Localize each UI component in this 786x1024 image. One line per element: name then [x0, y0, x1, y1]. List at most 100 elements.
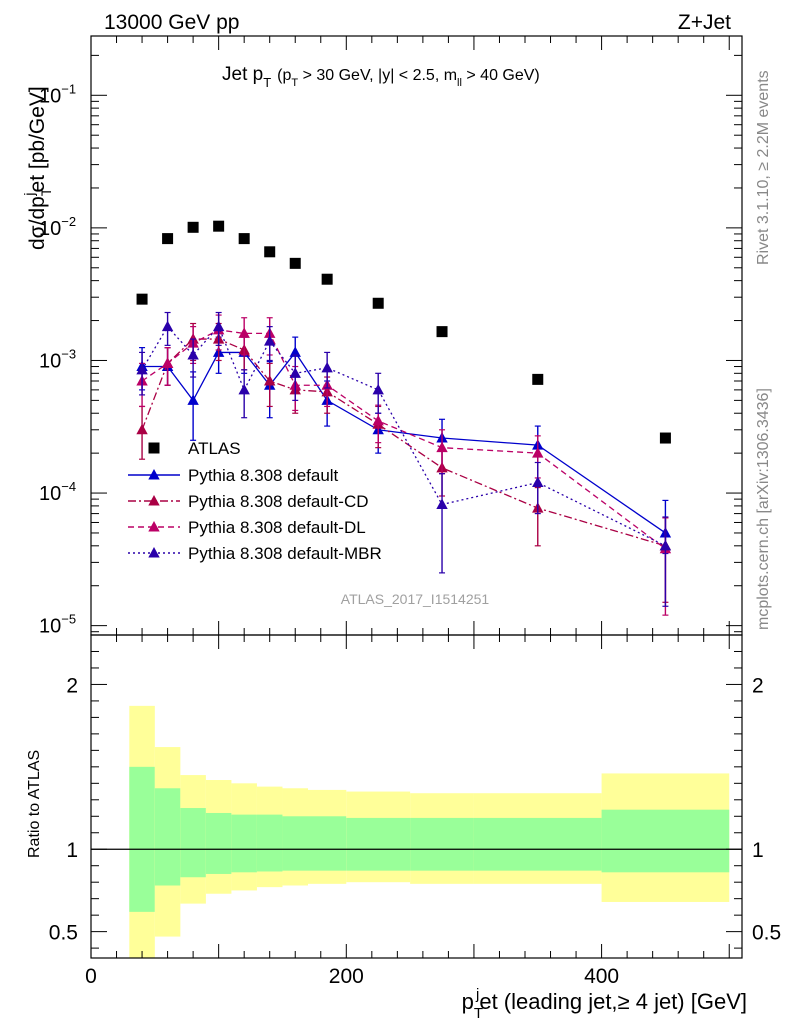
- title-cut1: > 30 GeV, |y| < 2.5, m: [298, 67, 457, 84]
- series-point: [136, 363, 148, 375]
- y-tick-base: 10: [39, 350, 61, 372]
- series-point: [289, 367, 301, 378]
- atlas-point: [659, 432, 671, 444]
- header-left: 13000 GeV pp: [104, 11, 239, 34]
- ratio-band-green: [256, 814, 283, 872]
- ratio-band-green: [601, 809, 730, 873]
- x-tick-label: 200: [329, 965, 364, 988]
- legend-marker: [148, 521, 160, 532]
- series-point: [372, 414, 384, 426]
- x-tick-label: 400: [584, 965, 619, 988]
- chart-title: Jet pT (pT > 30 GeV, |y| < 2.5, mll > 40 …: [222, 64, 540, 90]
- title-paren: (p: [277, 67, 291, 84]
- ylabel-b: et [pb/GeV]: [26, 86, 49, 192]
- ratio-band-green: [346, 817, 411, 871]
- series-point: [161, 320, 174, 332]
- y-axis-label: dσ/dpTjet [pb/GeV]: [21, 86, 54, 250]
- ratio-band-green: [180, 808, 206, 878]
- series-point: [659, 539, 672, 551]
- title-main-sub: T: [263, 75, 271, 90]
- atlas-point: [213, 220, 225, 232]
- atlas-point: [372, 297, 384, 309]
- series-point: [161, 357, 174, 368]
- atlas-point: [136, 293, 148, 305]
- ylabel-a: dσ/dp: [26, 196, 49, 250]
- y-tick-base: 10: [39, 483, 61, 505]
- atlas-point: [264, 246, 276, 258]
- series-point: [436, 498, 448, 509]
- legend-label: Pythia 8.308 default-CD: [188, 492, 369, 511]
- legend-marker: [148, 547, 160, 558]
- ratio-tick-label-left: 1: [66, 839, 78, 862]
- y-tick-label: 10−2: [39, 214, 76, 240]
- series-point: [436, 441, 448, 453]
- series-layer: [136, 311, 672, 616]
- series-point: [187, 348, 199, 360]
- analysis-watermark: ATLAS_2017_I1514251: [341, 591, 490, 607]
- y-tick-exp: −2: [61, 214, 76, 229]
- y-tick-label: 10−1: [39, 81, 76, 107]
- y-tick-base: 10: [39, 218, 61, 240]
- y-tick-exp: −3: [61, 346, 76, 361]
- y-tick-label: 10−3: [39, 346, 76, 372]
- xlabel-rest: et (leading jet,≥ 4 jet) [GeV]: [479, 989, 747, 1014]
- series-4: [136, 311, 672, 607]
- series-point: [212, 320, 225, 332]
- series-point: [264, 375, 276, 386]
- y-tick-label: 10−4: [39, 479, 76, 505]
- header-right: Z+Jet: [678, 11, 731, 34]
- rivet-version-label: Rivet 3.1.10, ≥ 2.2M events: [755, 70, 772, 265]
- legend-label: Pythia 8.308 default-MBR: [188, 544, 382, 563]
- mcplots-label: mcplots.cern.ch [arXiv:1306.3436]: [755, 388, 772, 630]
- ratio-frame: [90, 634, 743, 959]
- series-point: [238, 327, 250, 338]
- ylabel-sup: j: [21, 192, 37, 196]
- ratio-band-green: [231, 814, 257, 873]
- atlas-point: [289, 257, 301, 269]
- atlas-point: [238, 233, 250, 245]
- title-cut2: > 40 GeV): [462, 67, 540, 84]
- xlabel-sup: j: [475, 986, 479, 1003]
- legend: ATLAS Pythia 8.308 default Pythia 8.308 de…: [128, 439, 382, 563]
- y-tick-base: 10: [39, 616, 61, 638]
- legend-atlas-marker: [148, 442, 160, 454]
- ratio-tick-label-right: 1: [752, 839, 764, 862]
- legend-marker: [148, 495, 160, 506]
- xlabel-sub: T: [474, 1005, 483, 1022]
- series-point: [238, 383, 250, 395]
- ratio-band-green: [129, 766, 155, 912]
- y-tick-base: 10: [39, 85, 61, 107]
- atlas-point: [436, 326, 448, 338]
- legend-atlas-label: ATLAS: [188, 439, 241, 458]
- ratio-band-green: [154, 788, 181, 886]
- series-point: [372, 383, 384, 395]
- atlas-data-layer: [136, 220, 671, 444]
- title-paren-sub: T: [291, 77, 298, 89]
- ratio-tick-label-left: 2: [66, 674, 78, 697]
- ratio-y-axis-label: Ratio to ATLAS: [26, 750, 43, 858]
- ratio-tick-label-right: 2: [752, 674, 764, 697]
- ratio-band-green: [410, 817, 474, 871]
- ratio-tick-label-right: 0.5: [752, 922, 781, 945]
- xlabel-p: p: [462, 989, 474, 1014]
- ratio-band-green: [308, 816, 347, 871]
- legend-marker: [148, 469, 160, 480]
- ratio-band-green: [205, 812, 232, 874]
- series-point: [264, 335, 276, 346]
- series-point: [321, 361, 333, 373]
- legend-label: Pythia 8.308 default-DL: [188, 518, 366, 537]
- atlas-point: [162, 233, 174, 245]
- atlas-point: [321, 273, 333, 285]
- series-point: [187, 394, 199, 405]
- series-point: [289, 346, 301, 357]
- x-tick-label: 0: [85, 965, 97, 988]
- atlas-point: [187, 221, 199, 233]
- ratio-band-green: [282, 816, 308, 871]
- ratio-bands: [129, 705, 730, 958]
- series-line: [142, 351, 666, 534]
- y-tick-exp: −5: [61, 612, 76, 627]
- series-point: [532, 476, 544, 488]
- title-cut-sub: ll: [457, 77, 462, 89]
- series-point: [136, 423, 148, 435]
